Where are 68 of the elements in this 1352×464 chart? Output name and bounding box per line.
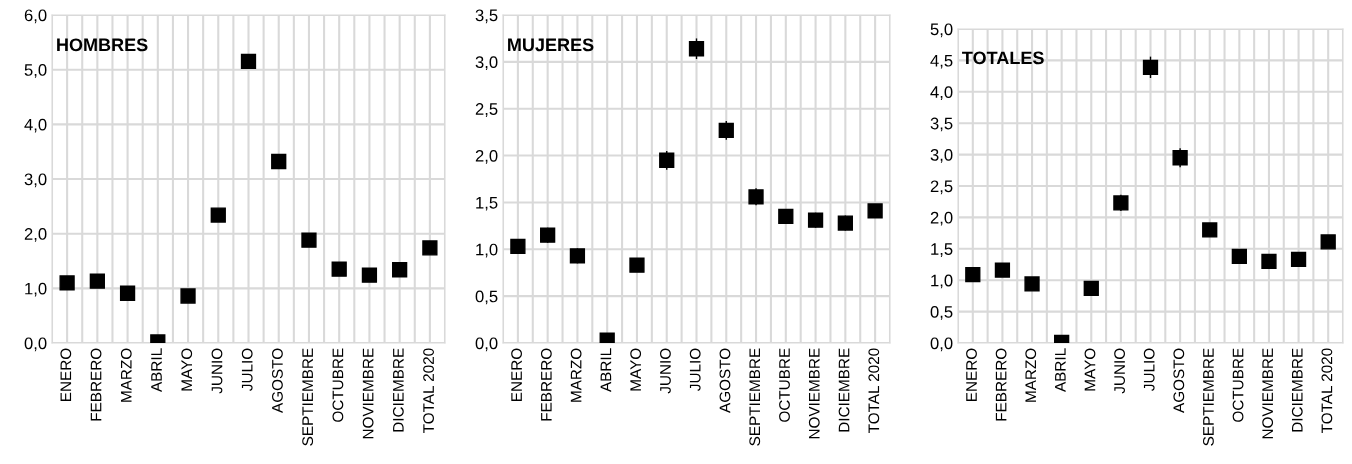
x-tick-label: DICIEMBRE [1291,348,1303,432]
text: MUJERES [508,38,594,52]
y-tick-label: 1,5 [476,197,498,211]
y-tick-label: 2,0 [24,228,47,242]
x-tick-label: MARZO [120,348,132,402]
y-tick-label: 3,0 [24,173,47,188]
x-tick-label: DICIEMBRE [838,348,850,432]
y-tick-label: 4,5 [930,54,953,69]
x-tick-label: SEPTIEMBRE [1203,348,1214,446]
y-tick-label: 2,5 [475,103,498,117]
x-tick-label: NOVIEMBRE [1262,348,1274,439]
x-tick-label: ENERO [60,348,72,401]
y-tick-label: 1,0 [931,274,953,289]
y-tick-label: 0,5 [475,290,498,305]
x-tick-label: MAYO [181,348,193,391]
x-tick-label: JUNIO [660,348,671,394]
x-tick-label: AGOSTO [272,348,283,413]
y-tick-label: 5,0 [24,64,47,78]
y-tick-label: 2,5 [930,180,953,195]
x-tick-label: AGOSTO [719,348,731,413]
x-tick-label: ENERO [511,348,522,401]
x-tick-label: TOTAL 2020 [423,348,434,434]
y-tick-label: 0,5 [930,306,953,320]
y-tick-label: 1,0 [25,282,47,297]
x-tick-label: TOTAL 2020 [868,348,880,434]
y-tick-label: 1,0 [476,243,498,258]
y-tick-label: 3,0 [930,149,953,163]
x-tick-label: JULIO [1143,348,1155,391]
x-tick-label: JUNIO [211,348,223,394]
y-tick-label: 0,0 [475,337,498,352]
x-tick-label: ABRIL [600,348,612,392]
y-tick-label: 2,0 [475,149,498,164]
x-tick-label: SEPTIEMBRE [302,348,314,446]
y-tick-label: 4,0 [930,86,953,100]
y-tick-label: 3,0 [475,56,498,71]
x-tick-label: FEBRERO [90,348,102,421]
x-tick-label: JULIO [689,348,701,391]
y-tick-label: 3,5 [930,117,953,132]
x-tick-label: TOTAL 2020 [1321,348,1333,434]
x-tick-label: OCTUBRE [1232,348,1244,422]
x-tick-label: OCTUBRE [332,348,344,422]
x-tick-label: DICIEMBRE [392,348,404,432]
x-tick-label: MAYO [1084,348,1096,391]
x-tick-label: ENERO [966,348,977,401]
y-tick-label: 4,0 [24,118,47,133]
y-tick-label: 0,0 [24,337,47,352]
x-tick-label: SEPTIEMBRE [749,348,761,446]
y-tick-label: 5,0 [930,23,953,38]
x-tick-label: ABRIL [151,348,162,392]
text: TOTALES [962,51,1044,65]
x-tick-label: JULIO [241,348,253,391]
y-tick-label: 6,0 [24,9,47,24]
x-tick-label: NOVIEMBRE [362,348,374,439]
x-tick-label: FEBRERO [540,348,552,421]
x-tick-label: OCTUBRE [779,348,790,422]
text: HOMBRES [57,38,148,52]
y-tick-label: 2,0 [930,211,953,226]
x-tick-label: ABRIL [1055,348,1066,392]
x-tick-label: MARZO [1025,348,1037,402]
x-tick-label: NOVIEMBRE [808,348,820,439]
x-tick-label: MAYO [630,348,642,391]
x-tick-label: MARZO [570,348,582,402]
y-tick-label: 1,5 [931,243,953,257]
x-tick-label: JUNIO [1114,348,1125,394]
y-tick-label: 3,5 [475,9,498,24]
x-tick-label: FEBRERO [995,348,1007,421]
y-tick-label: 0,0 [930,337,953,352]
x-tick-label: AGOSTO [1173,348,1185,413]
